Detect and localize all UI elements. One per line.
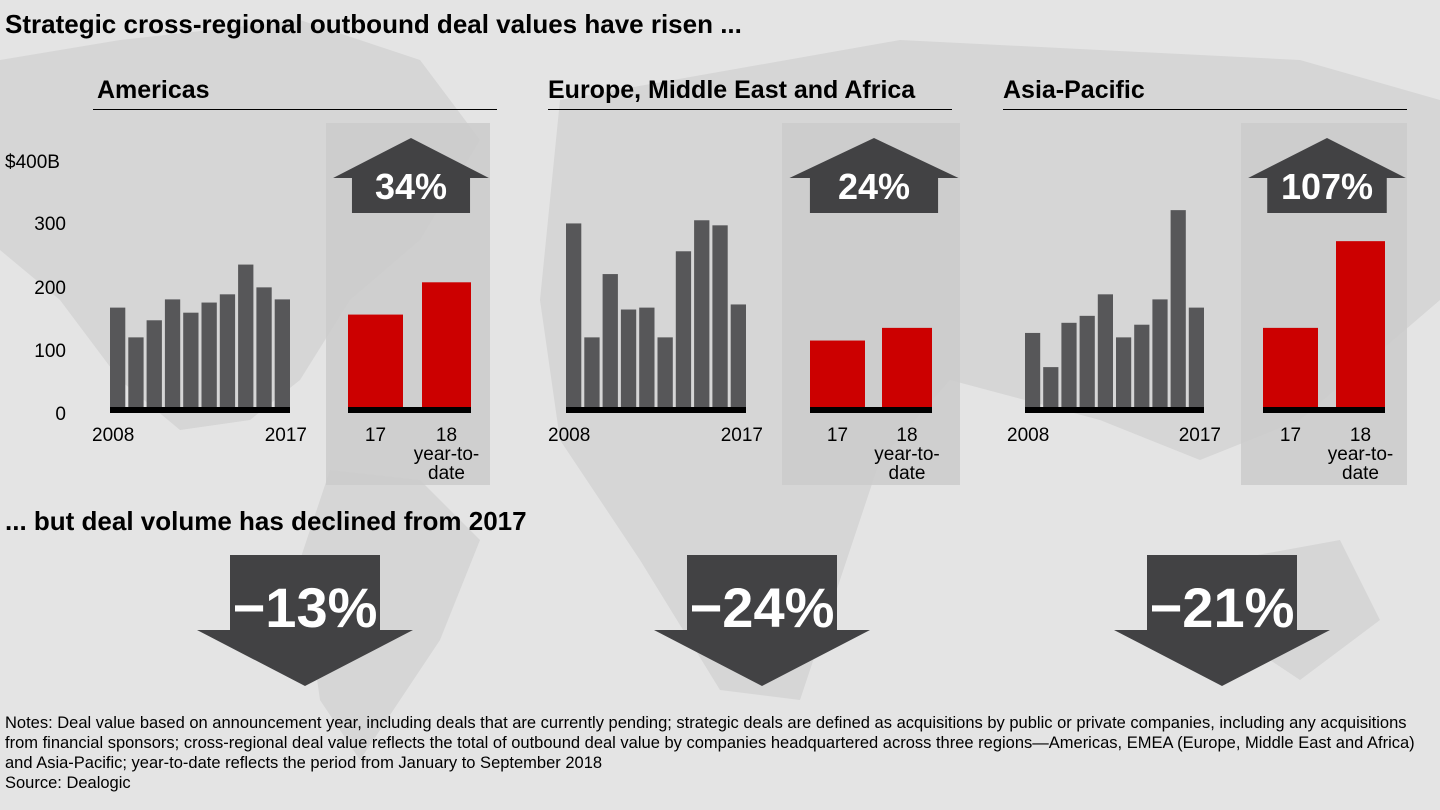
source-text: Source: Dealogic xyxy=(5,774,131,792)
bar-2013 xyxy=(1116,337,1132,407)
bar-2017 xyxy=(274,299,290,407)
y-unit-label: $400B xyxy=(5,152,60,173)
y-tick: 300 xyxy=(34,214,66,235)
value-change-label: 24% xyxy=(838,166,910,207)
recent-bar-18-ytd xyxy=(422,282,471,407)
value-change-label: 34% xyxy=(375,166,447,207)
recent-x-label: year-to- xyxy=(874,444,939,465)
recent-baseline xyxy=(810,407,932,413)
recent-x-label: 18 xyxy=(1350,425,1371,446)
bar-2010 xyxy=(602,274,618,407)
recent-bar-17 xyxy=(348,314,403,407)
bar-2012 xyxy=(1097,294,1113,407)
x-axis-baseline xyxy=(110,407,290,413)
chart-title: Strategic cross-regional outbound deal v… xyxy=(5,9,742,39)
bar-2010 xyxy=(1061,322,1077,407)
recent-x-label: date xyxy=(1342,463,1379,484)
recent-bar-17 xyxy=(1263,327,1318,407)
x-axis-baseline xyxy=(566,407,746,413)
volume-change-label: −24% xyxy=(690,576,835,639)
bar-2011 xyxy=(620,309,637,407)
bar-2011 xyxy=(1079,315,1095,407)
up-arrow-icon xyxy=(789,138,959,213)
recent-x-label: 18 xyxy=(896,425,917,446)
bar-2016 xyxy=(712,225,728,407)
region-title: Europe, Middle East and Africa xyxy=(548,76,916,104)
bar-2013 xyxy=(201,302,217,407)
region-panel: Europe, Middle East and Africa 2008 2017 17… xyxy=(548,76,960,686)
up-arrow-icon xyxy=(1248,138,1406,213)
bar-2015 xyxy=(238,264,254,407)
recent-bar-18-ytd xyxy=(882,327,932,407)
recent-x-label: year-to- xyxy=(1328,444,1393,465)
bar-2008 xyxy=(1025,332,1041,407)
bar-2008 xyxy=(566,223,582,407)
recent-x-label: 18 xyxy=(436,425,457,446)
bar-2010 xyxy=(146,320,162,407)
recent-x-label: 17 xyxy=(1280,425,1301,446)
y-axis: $400B 0 100 200 300 xyxy=(5,152,66,425)
recent-x-label: 17 xyxy=(365,425,386,446)
recent-bar-18-ytd xyxy=(1336,241,1385,407)
x-tick-label: 2017 xyxy=(721,425,763,446)
x-tick-label: 2008 xyxy=(1007,425,1049,446)
y-tick: 200 xyxy=(34,278,66,299)
value-change-label: 107% xyxy=(1281,166,1373,207)
x-tick-label: 2008 xyxy=(92,425,134,446)
bar-2009 xyxy=(584,337,600,407)
volume-change-label: −13% xyxy=(233,576,378,639)
x-tick-label: 2017 xyxy=(265,425,307,446)
bar-2017 xyxy=(1188,307,1204,407)
bar-2009 xyxy=(1043,367,1059,407)
notes-text: Notes: Deal value based on announcement … xyxy=(5,714,1415,772)
y-tick: 100 xyxy=(34,341,66,362)
recent-bar-17 xyxy=(810,340,865,407)
bar-2008 xyxy=(110,307,126,407)
up-arrow-icon xyxy=(333,138,489,213)
recent-x-label: date xyxy=(889,463,926,484)
recent-baseline xyxy=(1263,407,1385,413)
bar-2014 xyxy=(675,251,692,407)
x-tick-label: 2017 xyxy=(1179,425,1221,446)
bar-2016 xyxy=(256,287,272,407)
bar-2014 xyxy=(1134,324,1150,407)
bar-2012 xyxy=(639,307,655,407)
footnotes: Notes: Deal value based on announcement … xyxy=(5,713,1437,793)
y-tick: 0 xyxy=(55,404,66,425)
region-title: Asia-Pacific xyxy=(1003,76,1145,104)
recent-x-label: year-to- xyxy=(414,444,479,465)
bar-2015 xyxy=(1152,299,1168,407)
x-axis-baseline xyxy=(1025,407,1204,413)
volume-change-label: −21% xyxy=(1150,576,1295,639)
down-arrow-icon xyxy=(1114,555,1330,686)
chart-subtitle: ... but deal volume has declined from 20… xyxy=(5,506,527,536)
bar-2017 xyxy=(730,304,746,407)
recent-baseline xyxy=(348,407,471,413)
recent-x-label: date xyxy=(428,463,465,484)
bar-2009 xyxy=(128,337,144,407)
bar-2014 xyxy=(219,294,236,407)
recent-x-label: 17 xyxy=(827,425,848,446)
region-title: Americas xyxy=(97,76,210,104)
bar-2013 xyxy=(657,337,673,407)
x-tick-label: 2008 xyxy=(548,425,590,446)
down-arrow-icon xyxy=(197,555,413,686)
bar-2011 xyxy=(164,299,181,407)
bar-2016 xyxy=(1170,210,1186,407)
bar-2015 xyxy=(694,220,710,407)
down-arrow-icon xyxy=(654,555,870,686)
bar-2012 xyxy=(183,312,199,407)
